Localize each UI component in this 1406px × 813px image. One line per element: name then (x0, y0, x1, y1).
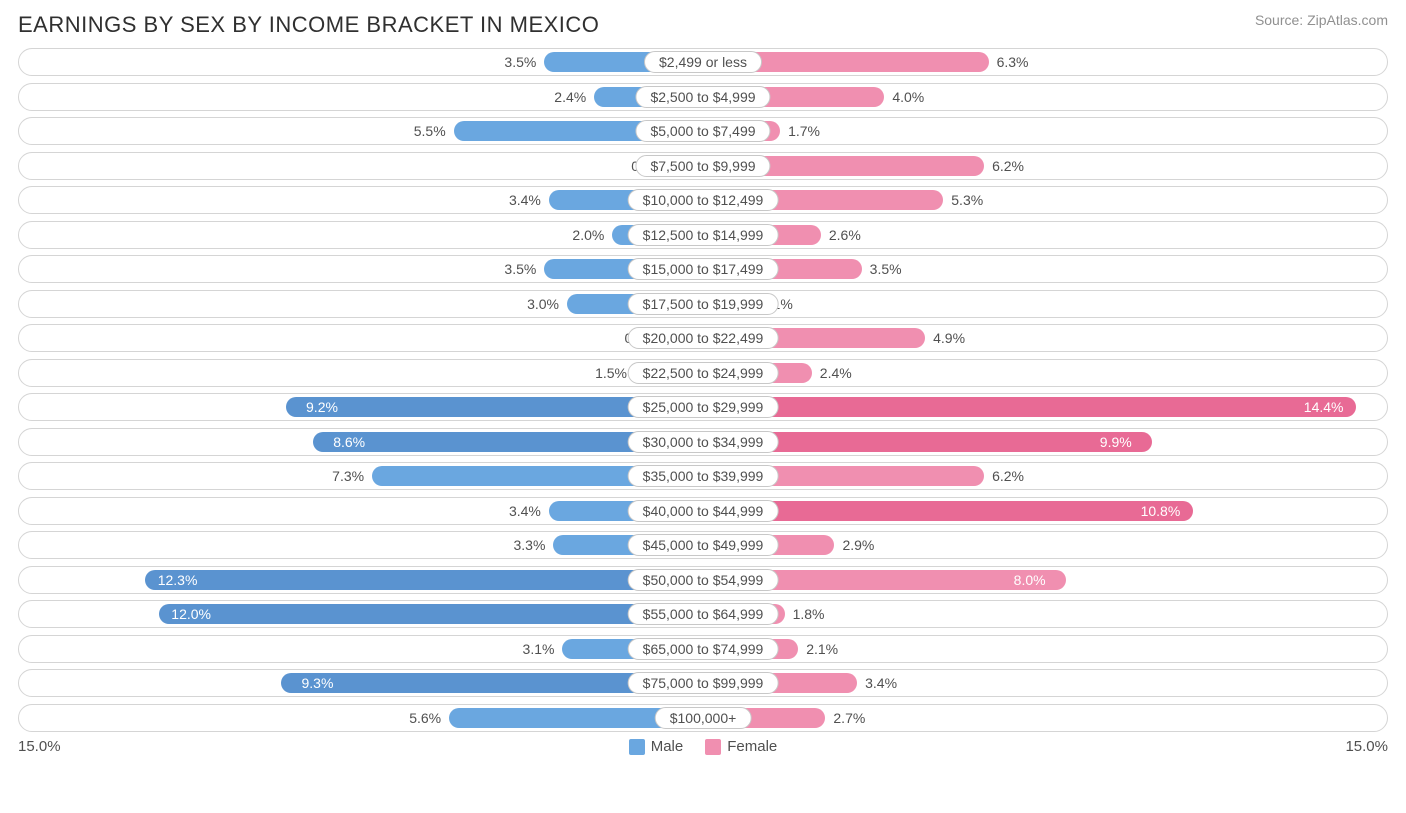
chart-row: 2.0% 2.6% $12,500 to $14,999 (18, 221, 1388, 249)
bracket-label: $40,000 to $44,999 (628, 500, 779, 522)
female-percent: 2.4% (820, 365, 852, 381)
bracket-label: $10,000 to $12,499 (628, 189, 779, 211)
bracket-label: $100,000+ (655, 707, 752, 729)
bracket-label: $2,500 to $4,999 (635, 86, 770, 108)
bracket-label: $45,000 to $49,999 (628, 534, 779, 556)
bracket-label: $75,000 to $99,999 (628, 672, 779, 694)
bracket-label: $22,500 to $24,999 (628, 362, 779, 384)
chart-row: 9.3% 3.4% $75,000 to $99,999 (18, 669, 1388, 697)
male-percent: 8.6% (333, 434, 365, 450)
bracket-label: $5,000 to $7,499 (635, 120, 770, 142)
male-percent: 5.6% (409, 710, 441, 726)
male-percent: 5.5% (414, 123, 446, 139)
male-percent: 12.0% (171, 606, 211, 622)
chart-row: 12.0% 1.8% $55,000 to $64,999 (18, 600, 1388, 628)
axis-left-max: 15.0% (18, 738, 61, 755)
bracket-label: $15,000 to $17,499 (628, 258, 779, 280)
bracket-label: $35,000 to $39,999 (628, 465, 779, 487)
chart-row: 8.6% 9.9% $30,000 to $34,999 (18, 428, 1388, 456)
male-percent: 3.3% (513, 537, 545, 553)
chart-row: 9.2% 14.4% $25,000 to $29,999 (18, 393, 1388, 421)
chart-row: 3.5% 3.5% $15,000 to $17,499 (18, 255, 1388, 283)
chart-header: EARNINGS BY SEX BY INCOME BRACKET IN MEX… (18, 12, 1388, 38)
male-percent: 12.3% (158, 572, 198, 588)
female-percent: 8.0% (1014, 572, 1046, 588)
bracket-label: $55,000 to $64,999 (628, 603, 779, 625)
male-bar (159, 604, 703, 624)
male-percent: 2.0% (572, 227, 604, 243)
chart-row: 3.4% 5.3% $10,000 to $12,499 (18, 186, 1388, 214)
bracket-label: $2,499 or less (644, 51, 762, 73)
bracket-label: $17,500 to $19,999 (628, 293, 779, 315)
female-percent: 2.9% (842, 537, 874, 553)
chart-row: 3.5% 6.3% $2,499 or less (18, 48, 1388, 76)
female-percent: 1.7% (788, 123, 820, 139)
female-percent: 6.2% (992, 468, 1024, 484)
bracket-label: $50,000 to $54,999 (628, 569, 779, 591)
bracket-label: $65,000 to $74,999 (628, 638, 779, 660)
male-percent: 3.0% (527, 296, 559, 312)
male-percent: 1.5% (595, 365, 627, 381)
chart-row: 1.5% 2.4% $22,500 to $24,999 (18, 359, 1388, 387)
chart-source: Source: ZipAtlas.com (1255, 12, 1388, 28)
chart-row: 12.3% 8.0% $50,000 to $54,999 (18, 566, 1388, 594)
bracket-label: $12,500 to $14,999 (628, 224, 779, 246)
bracket-label: $20,000 to $22,499 (628, 327, 779, 349)
chart-row: 0.68%4.9%$20,000 to $22,499 (18, 324, 1388, 352)
female-percent: 4.0% (892, 89, 924, 105)
male-bar (145, 570, 703, 590)
legend-male: Male (629, 738, 684, 755)
male-percent: 3.4% (509, 503, 541, 519)
legend-female: Female (705, 738, 777, 755)
chart-row: 3.0%1.1%$17,500 to $19,999 (18, 290, 1388, 318)
legend: Male Female (629, 738, 778, 755)
male-percent: 9.3% (301, 675, 333, 691)
bracket-label: $30,000 to $34,999 (628, 431, 779, 453)
diverging-bar-chart: 3.5% 6.3% $2,499 or less 2.4% 4.0% $2,500 to … (18, 48, 1388, 732)
bracket-label: $7,500 to $9,999 (635, 155, 770, 177)
chart-row: 7.3% 6.2% $35,000 to $39,999 (18, 462, 1388, 490)
bracket-label: $25,000 to $29,999 (628, 396, 779, 418)
female-percent: 5.3% (951, 192, 983, 208)
chart-row: 5.6% 2.7% $100,000+ (18, 704, 1388, 732)
legend-male-label: Male (651, 738, 684, 755)
legend-female-label: Female (727, 738, 777, 755)
female-percent: 4.9% (933, 330, 965, 346)
female-percent: 14.4% (1304, 399, 1344, 415)
chart-row: 3.3% 2.9% $45,000 to $49,999 (18, 531, 1388, 559)
female-percent: 3.5% (870, 261, 902, 277)
male-percent: 3.4% (509, 192, 541, 208)
female-percent: 6.2% (992, 158, 1024, 174)
female-percent: 2.1% (806, 641, 838, 657)
female-bar (703, 397, 1356, 417)
chart-row: 0.53%6.2%$7,500 to $9,999 (18, 152, 1388, 180)
male-percent: 3.5% (504, 54, 536, 70)
female-percent: 1.8% (793, 606, 825, 622)
male-percent: 3.1% (523, 641, 555, 657)
male-percent: 3.5% (504, 261, 536, 277)
female-percent: 9.9% (1100, 434, 1132, 450)
male-swatch-icon (629, 739, 645, 755)
female-percent: 3.4% (865, 675, 897, 691)
chart-row: 3.4% 10.8% $40,000 to $44,999 (18, 497, 1388, 525)
female-swatch-icon (705, 739, 721, 755)
male-percent: 2.4% (554, 89, 586, 105)
female-percent: 10.8% (1141, 503, 1181, 519)
female-percent: 6.3% (997, 54, 1029, 70)
female-percent: 2.7% (833, 710, 865, 726)
chart-row: 2.4% 4.0% $2,500 to $4,999 (18, 83, 1388, 111)
chart-row: 3.1% 2.1% $65,000 to $74,999 (18, 635, 1388, 663)
female-percent: 2.6% (829, 227, 861, 243)
male-percent: 9.2% (306, 399, 338, 415)
axis-right-max: 15.0% (1345, 738, 1388, 755)
male-percent: 7.3% (332, 468, 364, 484)
chart-row: 5.5% 1.7% $5,000 to $7,499 (18, 117, 1388, 145)
chart-title: EARNINGS BY SEX BY INCOME BRACKET IN MEX… (18, 12, 599, 38)
chart-footer: 15.0% Male Female 15.0% (18, 738, 1388, 755)
